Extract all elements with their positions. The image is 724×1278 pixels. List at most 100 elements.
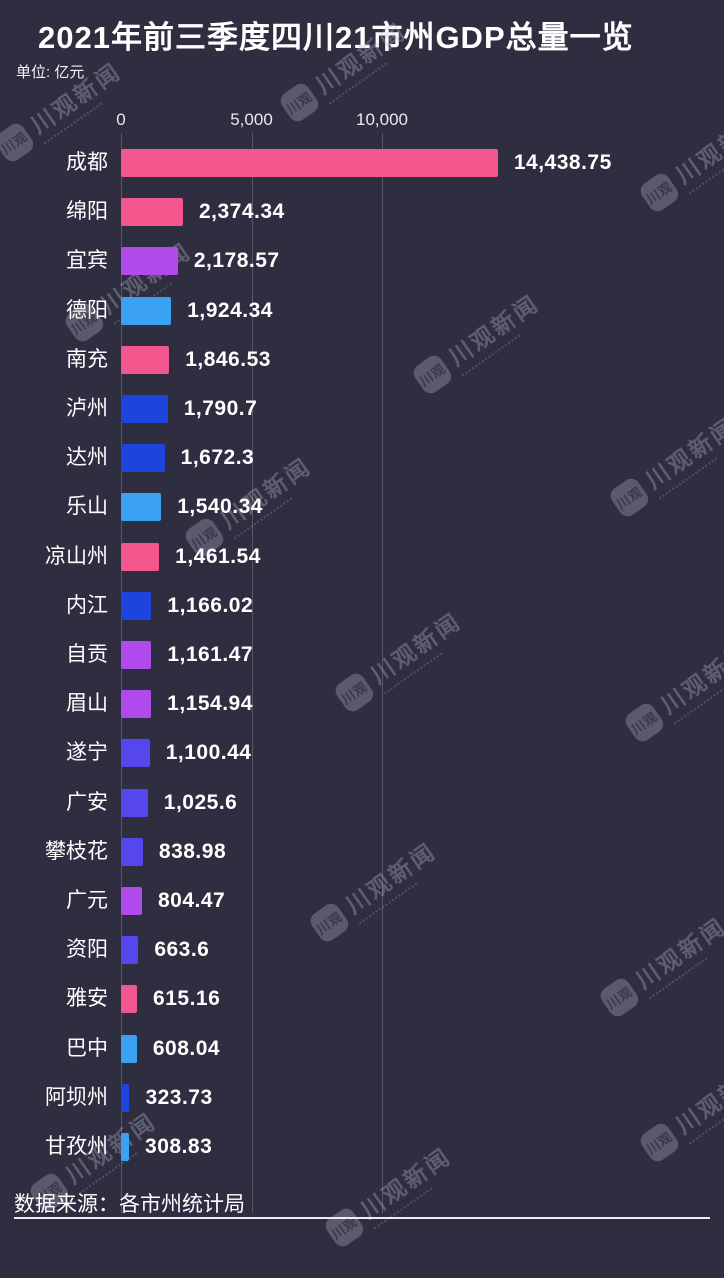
bar [121,739,150,768]
category-label: 达州 [66,446,108,470]
category-label: 广元 [66,889,108,912]
watermark: 川观 川观新闻 [408,285,548,400]
category-label: 自贡 [66,643,108,666]
watermark-subline [358,882,418,925]
watermark-subline [383,652,443,695]
category-label: 内江 [66,593,108,617]
bar [121,1034,137,1063]
bar [121,1083,130,1112]
watermark-text: 川观新闻 [341,837,442,919]
watermark-text: 川观新闻 [356,1142,457,1224]
bar [121,542,160,571]
category-label: 广安 [66,790,108,814]
watermark-text: 川观新闻 [671,1057,724,1139]
bar [121,444,165,473]
category-label: 宜宾 [66,249,108,273]
bar [121,1133,130,1161]
value-label: 323.73 [145,1085,213,1109]
value-label: 14,438.75 [513,151,612,174]
page-title: 2021年前三季度四川21市州GDP总量一览 [38,20,634,55]
category-label: 绵阳 [66,200,108,224]
bar [121,493,162,522]
watermark-subline [648,957,708,1000]
watermark: 川观 川观新闻 [595,908,724,1023]
value-label: 1,846.53 [185,347,271,371]
watermark-text: 川观新闻 [366,607,467,689]
watermark: 川观 川观新闻 [305,833,445,948]
value-label: 1,154.94 [167,692,253,716]
watermark-subline [688,1102,724,1145]
value-label: 2,178.57 [193,249,280,273]
category-label: 资阳 [66,938,108,962]
gridline [121,133,122,1213]
watermark-logo-icon: 川观 [409,351,455,397]
watermark-text: 川观新闻 [656,637,724,719]
bar [121,690,152,719]
value-label: 615.16 [153,987,221,1011]
axis-tick-label: 5,000 [230,110,273,129]
watermark: 川观 川观新闻 [330,603,470,718]
category-label: 南充 [66,347,108,371]
watermark-text: 川观新闻 [671,107,724,189]
watermark-logo-icon: 川观 [621,699,667,745]
watermark-subline [688,152,724,195]
category-label: 凉山州 [45,544,108,568]
watermark-logo-icon: 川观 [606,474,652,520]
bar [121,641,152,669]
value-label: 804.47 [157,889,226,912]
watermark-text: 川观新闻 [641,412,724,494]
value-label: 1,790.7 [183,397,258,420]
bar [121,591,152,620]
category-label: 雅安 [66,987,108,1011]
watermark: 川观 川观新闻 [635,1053,724,1168]
value-label: 838.98 [158,839,227,863]
category-label: 甘孜州 [45,1135,108,1158]
watermark-subline [658,457,718,500]
value-label: 1,161.47 [167,643,254,666]
watermark-subline [328,62,388,105]
category-label: 成都 [66,151,108,174]
value-label: 1,540.34 [177,495,263,519]
source-label: 数据来源：各市州统计局 [14,1193,245,1216]
watermark-logo-icon: 川观 [321,1204,367,1250]
watermark: 川观 川观新闻 [635,103,724,218]
category-label: 攀枝花 [45,839,108,863]
category-label: 德阳 [66,298,108,322]
watermark-logo-icon: 川观 [636,1119,682,1165]
category-label: 巴中 [66,1036,108,1060]
watermark: 川观 川观新闻 [320,1138,460,1253]
watermark-logo-icon: 川观 [596,974,642,1020]
value-label: 2,374.34 [198,200,285,224]
watermark-logo-icon: 川观 [276,79,322,125]
bar [121,395,168,423]
watermark-logo-icon: 川观 [331,669,377,715]
value-label: 608.04 [152,1036,221,1060]
value-label: 1,461.54 [175,544,261,568]
category-label: 遂宁 [66,741,108,765]
bar [121,345,170,374]
watermark-logo-icon: 川观 [636,169,682,215]
axis-tick-label: 0 [116,110,126,129]
watermark-subline [673,682,724,725]
bar [121,296,172,325]
value-label: 1,672.3 [180,446,255,470]
bar [121,936,139,965]
value-label: 1,100.44 [165,741,252,765]
category-label: 乐山 [66,495,108,519]
category-label: 阿坝州 [45,1085,108,1109]
bar [121,198,183,227]
watermark: 川观 川观新闻 [605,408,724,523]
footer-divider [14,1217,710,1219]
watermark-subline [43,102,103,145]
watermark: 川观 川观新闻 [620,633,724,748]
watermark-subline [461,334,521,377]
value-label: 1,025.6 [163,790,238,814]
axis-tick-label: 10,000 [356,110,408,129]
value-label: 663.6 [154,938,210,962]
watermark-logo-icon: 川观 [306,899,352,945]
bar [121,788,148,817]
category-label: 眉山 [66,692,108,716]
bar [121,887,142,915]
gridline [251,133,253,1213]
